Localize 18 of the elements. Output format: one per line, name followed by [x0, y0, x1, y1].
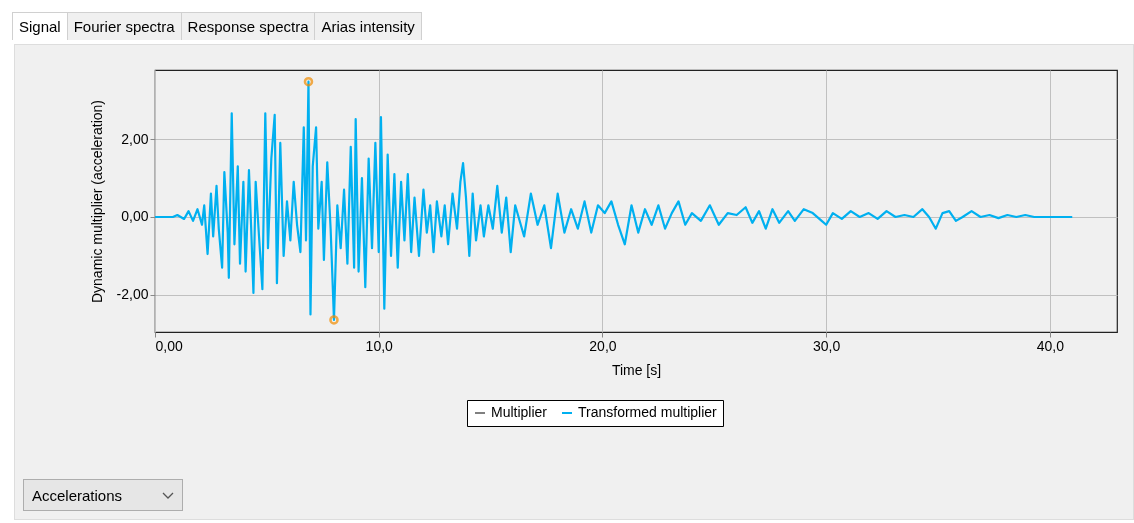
text: Accelerations: [32, 487, 123, 504]
x-tick-label: 20,0: [589, 337, 617, 354]
y-axis-title: Dynamic multiplier (acceleration): [88, 99, 105, 304]
x-tick-label: 0,00: [155, 337, 183, 354]
legend-label: Multiplier: [491, 404, 548, 420]
y-tick-label: 0,00: [121, 208, 149, 225]
x-tick-label: 10,0: [365, 337, 394, 354]
text: Response spectra: [180, 12, 316, 40]
x-axis-title: Time [s]: [611, 361, 662, 378]
x-tick-label: 40,0: [1036, 337, 1065, 354]
legend-label: Transformed multiplier: [578, 404, 718, 420]
text: Arias intensity: [314, 12, 422, 40]
line-series: [153, 80, 1074, 322]
y-tick-label: -2,00: [116, 286, 149, 303]
x-tick-label: 30,0: [813, 337, 841, 354]
y-tick-label: 2,00: [121, 130, 149, 147]
text: Signal: [12, 12, 68, 40]
text: Fourier spectra: [66, 12, 182, 40]
